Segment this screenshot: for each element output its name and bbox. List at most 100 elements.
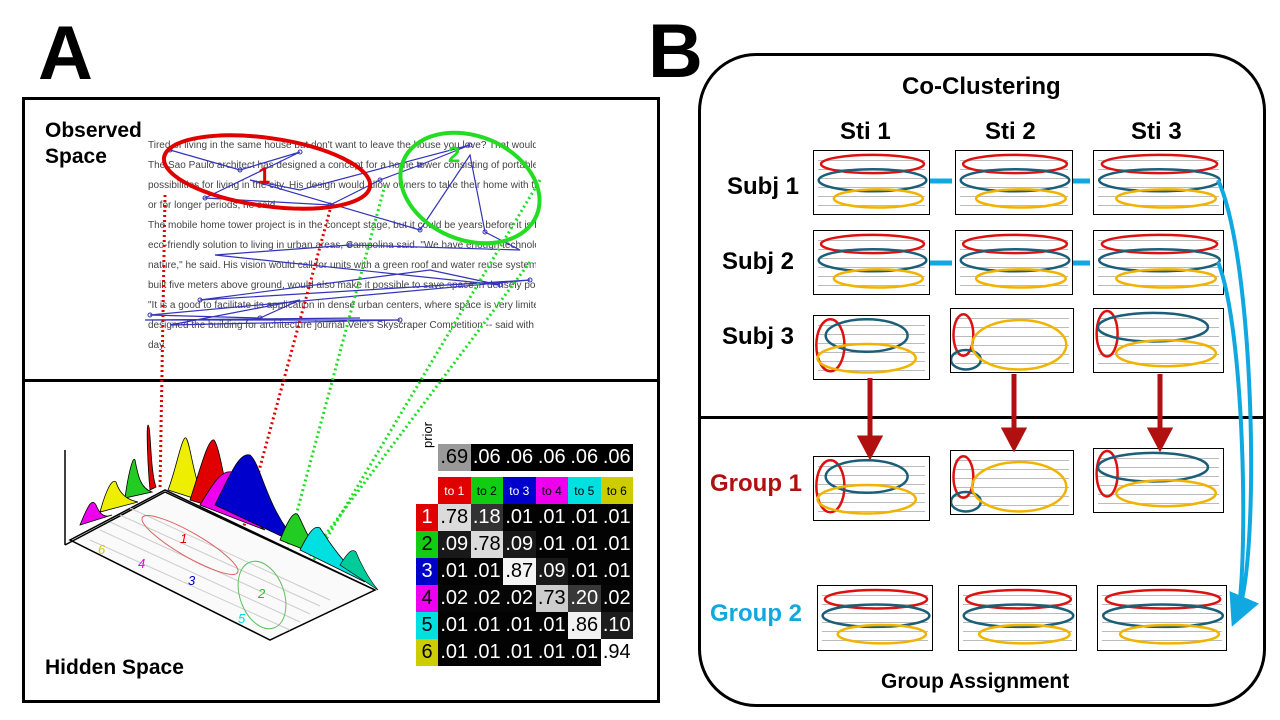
aoi-ellipse bbox=[1115, 338, 1218, 368]
matrix-cell: .01 bbox=[503, 639, 536, 666]
aoi-ellipse bbox=[959, 247, 1071, 273]
aoi-ellipse bbox=[1100, 233, 1219, 255]
text-line: or for longer periods, he said. bbox=[148, 200, 279, 211]
col-header: to 6 bbox=[600, 477, 633, 504]
row-header: 3 bbox=[416, 558, 438, 585]
prior-cell: .06 bbox=[535, 444, 568, 471]
aoi-2-label: 2 bbox=[448, 142, 460, 167]
col-header: to 4 bbox=[535, 477, 568, 504]
aoi-ellipse bbox=[1101, 603, 1225, 629]
matrix-cell: .01 bbox=[535, 612, 568, 639]
connector-line bbox=[158, 194, 167, 491]
matrix-cell: .02 bbox=[438, 585, 471, 612]
aoi-1-ellipse bbox=[161, 133, 373, 211]
col-header: to 5 bbox=[568, 477, 601, 504]
co-clustering-frame bbox=[698, 53, 1266, 707]
aoi-ellipse bbox=[1115, 188, 1218, 209]
aoi-ellipse bbox=[1115, 478, 1218, 508]
aoi-ellipse bbox=[1115, 268, 1218, 289]
prior-cell: .06 bbox=[568, 444, 601, 471]
aoi-2-ellipse bbox=[398, 130, 542, 246]
matrix-cell: .09 bbox=[438, 531, 471, 558]
hidden-region-label: 4 bbox=[138, 556, 145, 571]
hidden-space-panel bbox=[22, 379, 660, 703]
aoi-ellipse bbox=[819, 153, 926, 175]
aoi-ellipse bbox=[952, 454, 975, 500]
text-line: designed the building for architecture j… bbox=[148, 320, 536, 331]
aoi-ellipse bbox=[819, 233, 926, 255]
matrix-row: 3.01.01.87.09.01.01 bbox=[416, 558, 638, 585]
matrix-cell: .78 bbox=[438, 504, 471, 531]
aoi-ellipse bbox=[964, 588, 1073, 610]
matrix-body: 1.78.18.01.01.01.01 2.09.78.09.01.01.01 3.… bbox=[416, 504, 638, 666]
aoi-ellipse bbox=[1097, 247, 1222, 273]
matrix-cell: .01 bbox=[568, 504, 601, 531]
matrix-row: 1.78.18.01.01.01.01 bbox=[416, 504, 638, 531]
hidden-region-label: 3 bbox=[188, 573, 196, 588]
aoi-ellipse bbox=[817, 247, 928, 273]
text-line: nature," he said. His vision would call … bbox=[148, 260, 536, 271]
aoi-ellipse bbox=[821, 603, 931, 629]
matrix-cell: .01 bbox=[600, 531, 633, 558]
stimulus-thumbnail bbox=[813, 150, 930, 215]
group2-arrow bbox=[1216, 179, 1259, 627]
co-clustering-title: Co-Clustering bbox=[902, 73, 1061, 100]
stimulus-header-1: Sti 1 bbox=[840, 118, 891, 145]
text-line: possibilities for living in the city. Hi… bbox=[148, 180, 536, 191]
matrix-row: 6.01.01.01.01.01.94 bbox=[416, 639, 638, 666]
stimulus-thumbnail bbox=[1093, 448, 1224, 513]
prior-cell: .06 bbox=[470, 444, 503, 471]
aoi-1-label: 1 bbox=[258, 163, 270, 188]
row-header: 6 bbox=[416, 639, 438, 666]
matrix-cell: .20 bbox=[568, 585, 601, 612]
matrix-cell: .01 bbox=[470, 612, 503, 639]
frame-divider bbox=[699, 416, 1265, 419]
column-header-row: to 1 to 2 to 3 to 4 to 5 to 6 bbox=[438, 477, 638, 504]
matrix-cell: .01 bbox=[438, 639, 471, 666]
hidden-region-label: 2 bbox=[257, 586, 266, 601]
stimulus-thumbnail bbox=[955, 150, 1073, 215]
aoi-ellipse bbox=[836, 623, 928, 645]
aoi-ellipse bbox=[832, 268, 925, 289]
matrix-cell: .94 bbox=[600, 639, 633, 666]
subject-label-1: Subj 1 bbox=[727, 173, 800, 200]
subject-label-3: Subj 3 bbox=[722, 323, 795, 350]
matrix-cell: .01 bbox=[568, 639, 601, 666]
aoi-ellipse bbox=[959, 167, 1071, 193]
aoi-ellipse bbox=[962, 603, 1075, 629]
aoi-ellipse bbox=[1104, 588, 1222, 610]
stimulus-thumbnail bbox=[817, 585, 933, 651]
stimulus-thumbnail bbox=[958, 585, 1077, 651]
stimulus-thumbnail bbox=[813, 230, 930, 295]
prior-cell: .06 bbox=[503, 444, 536, 471]
stimulus-header-2: Sti 2 bbox=[985, 118, 1036, 145]
matrix-cell: .01 bbox=[600, 504, 633, 531]
hidden-region-label: 5 bbox=[238, 611, 246, 626]
panel-b-connectors bbox=[856, 178, 1259, 627]
matrix-cell: .01 bbox=[535, 504, 568, 531]
hidden-region-label: 1 bbox=[180, 531, 187, 546]
aoi-ellipse bbox=[952, 312, 975, 358]
matrix-cell: .86 bbox=[568, 612, 601, 639]
matrix-row: 5.01.01.01.01.86.10 bbox=[416, 612, 638, 639]
matrix-cell: .02 bbox=[503, 585, 536, 612]
aoi-ellipse bbox=[961, 233, 1069, 255]
stimulus-thumbnail bbox=[955, 230, 1073, 295]
transition-matrix: .69 .06 .06 .06 .06 .06 to 1 to 2 to 3 t… bbox=[416, 444, 638, 666]
matrix-row: 2.09.78.09.01.01.01 bbox=[416, 531, 638, 558]
col-header: to 1 bbox=[438, 477, 471, 504]
aoi-ellipse bbox=[832, 188, 925, 209]
row-header: 1 bbox=[416, 504, 438, 531]
matrix-cell: .01 bbox=[438, 558, 471, 585]
row-header: 4 bbox=[416, 585, 438, 612]
matrix-cell: .01 bbox=[438, 612, 471, 639]
aoi-ellipse bbox=[816, 342, 918, 374]
matrix-cell: .02 bbox=[470, 585, 503, 612]
aoi-ellipse bbox=[817, 167, 928, 193]
aoi-ellipse bbox=[1118, 623, 1221, 645]
aoi-ellipse bbox=[977, 623, 1071, 645]
matrix-cell: .78 bbox=[470, 531, 503, 558]
prior-cell: .69 bbox=[438, 444, 471, 471]
prior-row: .69 .06 .06 .06 .06 .06 bbox=[438, 444, 638, 471]
text-line: The mobile home tower project is in the … bbox=[148, 220, 536, 231]
